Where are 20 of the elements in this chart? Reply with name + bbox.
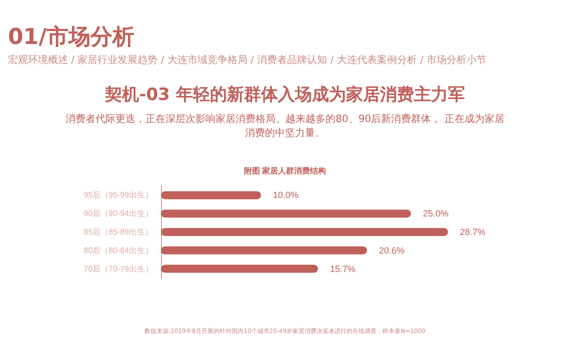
y-tick-label: 80后（80-84出生） [84,246,153,255]
data-label: 28.7% [460,227,486,237]
y-tick-label: 90后（90-94出生） [84,209,153,218]
data-label: 10.0% [273,190,299,200]
data-label: 15.7% [330,264,356,274]
bar [161,246,367,254]
y-tick-label: 95后（95-99出生） [84,190,153,200]
y-tick-label: 85后（85-89出生） [84,228,153,236]
text: 宏观环境概述 / 家居行业发展趋势 / 大连市域竞争格局 / 消费者品牌认知 / 大连代表案例分析 / 市场分析小节 [8,54,487,67]
text: 契机-03 年轻的新群体入场成为家居消费主力军 [104,84,466,106]
data-label: 20.6% [379,245,405,256]
text: 01/市场分析 [8,24,135,52]
bar [161,210,411,218]
y-tick-label: 70后（70-79出生） [84,264,153,274]
data-label: 25.0% [423,208,449,219]
bar [161,228,448,236]
chart-title: 附图 家居人群消费结构 [244,166,326,176]
bar [161,264,318,273]
text: 消费者代际更迭，正在深层次影响家居消费格局。越来越多的80、90后新消费群体， 正在成为家居消费的中坚力量。 [65,113,505,141]
bar [161,191,261,200]
